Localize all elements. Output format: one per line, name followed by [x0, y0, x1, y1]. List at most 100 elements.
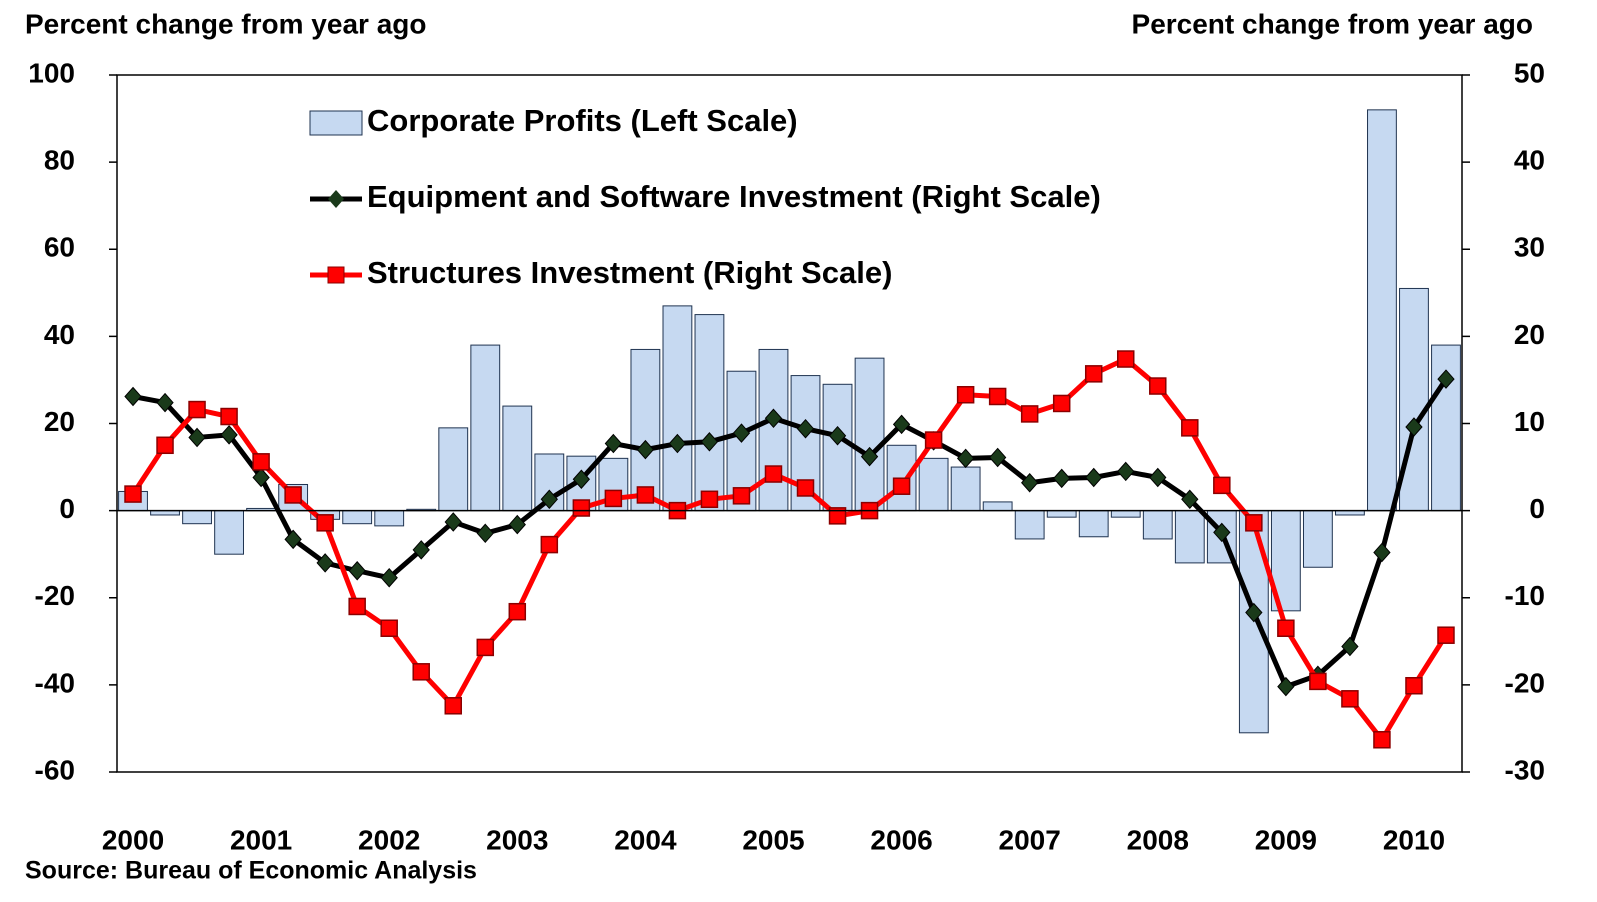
- y-tick-label: 80: [44, 145, 75, 176]
- legend-swatch: [309, 110, 363, 136]
- x-tick-label: 2004: [614, 824, 677, 855]
- marker: [1149, 467, 1167, 488]
- x-tick-label: 2006: [870, 824, 932, 855]
- marker: [572, 499, 591, 517]
- bar: [1367, 109, 1397, 512]
- y-axis-title: Percent change from year ago: [25, 8, 426, 39]
- marker: [476, 523, 494, 544]
- bar: [438, 427, 469, 512]
- marker: [700, 432, 719, 452]
- marker: [1437, 369, 1455, 389]
- marker: [284, 529, 302, 550]
- bar: [1110, 510, 1141, 518]
- y2-tick-label: -10: [1505, 580, 1545, 611]
- bar: [822, 383, 853, 512]
- bar: [694, 314, 725, 512]
- marker: [956, 385, 975, 404]
- bar: [854, 357, 885, 512]
- marker: [1021, 472, 1039, 493]
- marker: [348, 597, 366, 616]
- marker: [412, 663, 430, 681]
- marker: [1437, 626, 1455, 644]
- bar: [470, 344, 501, 512]
- bar: [950, 466, 981, 512]
- marker: [1373, 731, 1391, 749]
- marker: [540, 489, 558, 510]
- marker: [252, 467, 270, 488]
- marker: [892, 477, 911, 495]
- marker: [764, 408, 783, 429]
- x-tick-label: 2000: [102, 824, 164, 855]
- bar: [1078, 510, 1109, 538]
- marker: [604, 489, 623, 508]
- marker: [956, 448, 975, 469]
- marker: [156, 392, 174, 413]
- x-tick-label: 2009: [1255, 824, 1317, 855]
- marker: [1405, 417, 1423, 437]
- marker: [828, 507, 847, 525]
- marker: [988, 447, 1007, 468]
- marker: [412, 540, 430, 560]
- marker: [764, 465, 783, 483]
- marker: [668, 433, 687, 454]
- legend-marker: [327, 266, 345, 284]
- marker: [540, 535, 559, 554]
- bar: [886, 444, 917, 512]
- marker: [508, 514, 526, 535]
- marker: [444, 697, 462, 715]
- marker: [1053, 468, 1071, 489]
- marker: [636, 439, 655, 460]
- marker: [220, 425, 238, 445]
- marker: [1181, 489, 1199, 510]
- marker: [1405, 676, 1423, 695]
- marker: [1277, 619, 1295, 637]
- bar: [1174, 510, 1205, 564]
- y2-tick-label: -30: [1505, 754, 1545, 785]
- marker: [1085, 467, 1103, 488]
- bar: [918, 457, 949, 512]
- marker: [732, 487, 751, 505]
- x-tick-label: 2005: [742, 824, 804, 855]
- marker: [1149, 377, 1167, 395]
- y2-axis-title: Percent change from year ago: [1132, 8, 1533, 39]
- bar: [342, 510, 373, 525]
- y-tick-label: -40: [35, 667, 75, 698]
- marker: [124, 386, 142, 407]
- marker: [220, 407, 238, 426]
- marker: [1181, 419, 1199, 437]
- marker: [476, 638, 495, 657]
- marker: [1245, 514, 1263, 532]
- bar: [502, 405, 533, 512]
- bar: [982, 501, 1013, 512]
- marker: [572, 469, 591, 490]
- marker: [828, 425, 847, 446]
- y2-tick-label: 40: [1514, 145, 1545, 176]
- marker: [348, 560, 366, 581]
- legend-label: Structures Investment (Right Scale): [367, 255, 892, 290]
- y2-tick-label: 0: [1529, 493, 1545, 524]
- bar: [1014, 510, 1045, 540]
- marker: [1213, 522, 1231, 543]
- marker: [124, 485, 142, 503]
- y-tick-label: -60: [35, 754, 75, 785]
- marker: [732, 423, 751, 443]
- marker: [508, 602, 527, 621]
- bar: [1142, 510, 1173, 540]
- marker: [316, 514, 334, 532]
- y2-tick-label: -20: [1505, 667, 1545, 698]
- y-tick-label: 40: [44, 319, 75, 350]
- legend-label: Equipment and Software Investment (Right…: [367, 179, 1101, 214]
- marker: [988, 387, 1007, 406]
- y-tick-label: 20: [44, 406, 75, 437]
- marker: [444, 512, 462, 532]
- bar: [374, 510, 405, 527]
- y2-tick-label: 50: [1514, 57, 1545, 88]
- marker: [188, 427, 206, 448]
- bar: [1046, 510, 1077, 518]
- bar: [662, 305, 693, 512]
- y2-tick-label: 20: [1514, 319, 1545, 350]
- marker: [1117, 350, 1135, 368]
- marker: [1117, 461, 1135, 482]
- marker: [924, 431, 943, 449]
- marker: [1309, 672, 1327, 691]
